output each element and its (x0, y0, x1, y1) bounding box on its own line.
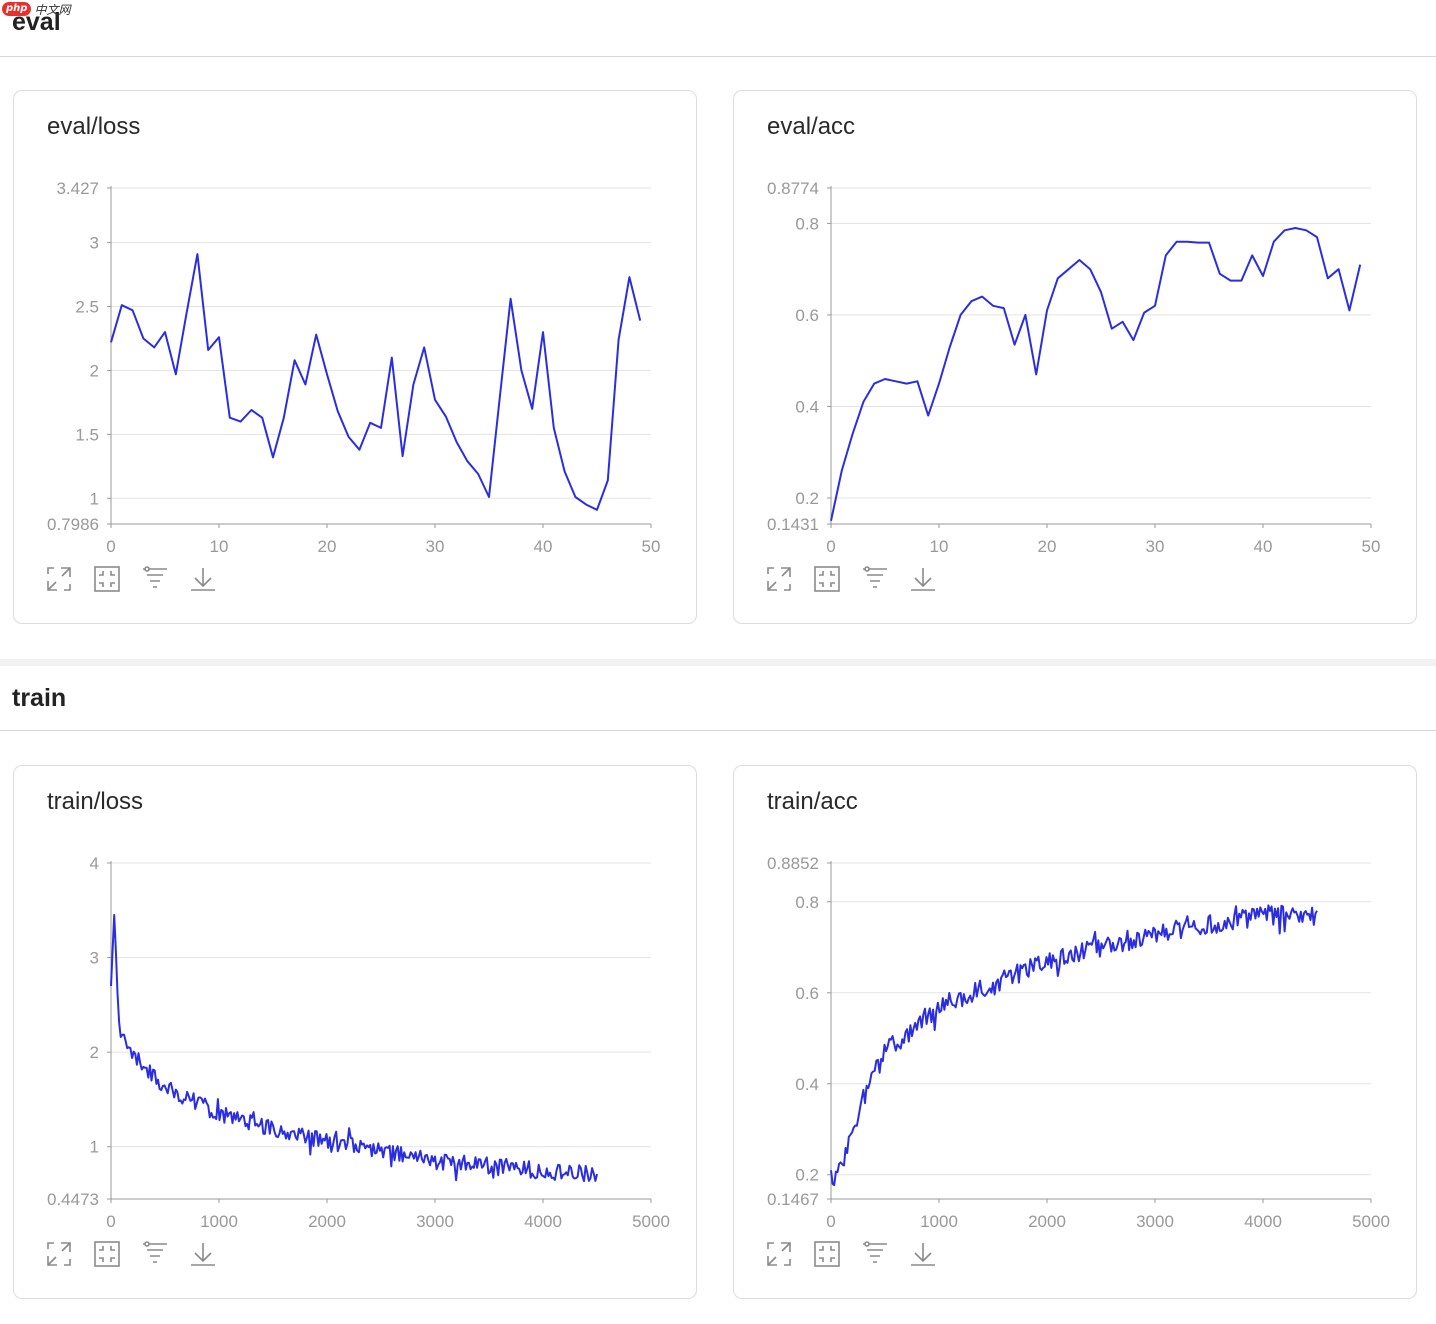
watermark-php: php (2, 2, 32, 16)
y-tick-label: 0.4473 (47, 1190, 99, 1209)
y-tick-label: 0.8774 (767, 179, 819, 198)
section-title-train: train (12, 684, 67, 712)
chart-eval-acc: 0.1431 0.2 0.4 0.6 0.8 0.8774 0 10 20 30 40 50 (767, 179, 1381, 556)
series-line (110, 914, 598, 1183)
download-icon[interactable] (190, 566, 216, 592)
chart-card-train-loss: train/loss 0.4473 1 2 3 4 0 1000 2000 3000 4000 50… (13, 765, 697, 1299)
filter-icon[interactable] (862, 566, 888, 592)
x-tick-label: 2000 (308, 1212, 346, 1231)
chart-card-eval-acc: eval/acc 0.1431 0.2 0.4 0.6 0.8 0.8774 0 10 20 30… (733, 90, 1417, 624)
section-band (0, 659, 1436, 666)
section-divider (0, 730, 1436, 731)
watermark-logo: php 中文网 (2, 0, 70, 18)
y-tick-label: 0.8 (795, 214, 819, 233)
expand-icon[interactable] (766, 566, 792, 592)
y-tick-label: 0.7986 (47, 515, 99, 534)
y-tick-label: 2 (90, 361, 99, 380)
fit-screen-icon[interactable] (94, 1241, 120, 1267)
x-tick-label: 0 (106, 537, 115, 556)
x-tick-label: 30 (1146, 537, 1165, 556)
chart-train-acc: 0.1467 0.2 0.4 0.6 0.8 0.8852 0 1000 2000 3000 400… (767, 854, 1390, 1231)
section-divider (0, 56, 1436, 57)
chart-toolbar (766, 1241, 936, 1267)
y-tick-label: 2 (90, 1043, 99, 1062)
x-tick-label: 0 (106, 1212, 115, 1231)
series-line (830, 904, 1318, 1187)
x-tick-label: 4000 (1244, 1212, 1282, 1231)
expand-icon[interactable] (46, 1241, 72, 1267)
y-tick-label: 0.2 (795, 489, 819, 508)
download-icon[interactable] (910, 1241, 936, 1267)
x-tick-label: 10 (210, 537, 229, 556)
x-tick-label: 20 (318, 537, 337, 556)
y-tick-label: 0.1467 (767, 1190, 819, 1209)
x-tick-label: 4000 (524, 1212, 562, 1231)
chart-title: eval/acc (767, 113, 856, 140)
x-tick-label: 30 (426, 537, 445, 556)
y-tick-label: 0.1431 (767, 515, 819, 534)
x-tick-label: 1000 (920, 1212, 958, 1231)
y-tick-label: 4 (90, 854, 99, 873)
y-tick-label: 3 (90, 234, 99, 253)
x-tick-label: 1000 (200, 1212, 238, 1231)
series-line (110, 253, 642, 511)
filter-icon[interactable] (862, 1241, 888, 1267)
filter-icon[interactable] (142, 1241, 168, 1267)
x-tick-label: 5000 (632, 1212, 670, 1231)
fit-screen-icon[interactable] (814, 1241, 840, 1267)
y-tick-label: 0.6 (795, 984, 819, 1003)
fit-screen-icon[interactable] (814, 566, 840, 592)
chart-card-train-acc: train/acc 0.1467 0.2 0.4 0.6 0.8 0.8852 0 1000 2… (733, 765, 1417, 1299)
fit-screen-icon[interactable] (94, 566, 120, 592)
y-tick-label: 0.4 (795, 397, 819, 416)
x-tick-label: 40 (534, 537, 553, 556)
chart-title: eval/loss (47, 113, 141, 140)
x-tick-label: 0 (826, 1212, 835, 1231)
y-tick-label: 1 (90, 489, 99, 508)
x-tick-label: 50 (1362, 537, 1381, 556)
watermark-text: 中文网 (34, 2, 71, 17)
x-tick-label: 10 (930, 537, 949, 556)
chart-eval-loss: 0.7986 1 1.5 2 2.5 3 3.427 0 10 20 30 40 50 (47, 179, 661, 556)
x-tick-label: 50 (642, 537, 661, 556)
chart-title: train/acc (767, 788, 858, 815)
expand-icon[interactable] (46, 566, 72, 592)
y-tick-label: 0.4 (795, 1075, 819, 1094)
x-tick-label: 3000 (416, 1212, 454, 1231)
y-tick-label: 0.8 (795, 893, 819, 912)
x-tick-label: 20 (1038, 537, 1057, 556)
x-tick-label: 2000 (1028, 1212, 1066, 1231)
chart-toolbar (46, 1241, 216, 1267)
download-icon[interactable] (190, 1241, 216, 1267)
x-tick-label: 0 (826, 537, 835, 556)
chart-toolbar (46, 566, 216, 592)
chart-card-eval-loss: eval/loss 0.7986 1 1.5 2 2.5 3 3.427 0 10 20 30 40 5… (13, 90, 697, 624)
series-line (830, 227, 1362, 522)
expand-icon[interactable] (766, 1241, 792, 1267)
y-tick-label: 2.5 (75, 298, 99, 317)
y-tick-label: 1 (90, 1138, 99, 1157)
chart-toolbar (766, 566, 936, 592)
x-tick-label: 5000 (1352, 1212, 1390, 1231)
x-tick-label: 40 (1254, 537, 1273, 556)
y-tick-label: 3.427 (56, 179, 99, 198)
y-tick-label: 1.5 (75, 425, 99, 444)
download-icon[interactable] (910, 566, 936, 592)
y-tick-label: 3 (90, 949, 99, 968)
chart-title: train/loss (47, 788, 144, 815)
chart-train-loss: 0.4473 1 2 3 4 0 1000 2000 3000 4000 5000 (47, 854, 670, 1231)
y-tick-label: 0.8852 (767, 854, 819, 873)
filter-icon[interactable] (142, 566, 168, 592)
y-tick-label: 0.6 (795, 306, 819, 325)
y-tick-label: 0.2 (795, 1166, 819, 1185)
x-tick-label: 3000 (1136, 1212, 1174, 1231)
